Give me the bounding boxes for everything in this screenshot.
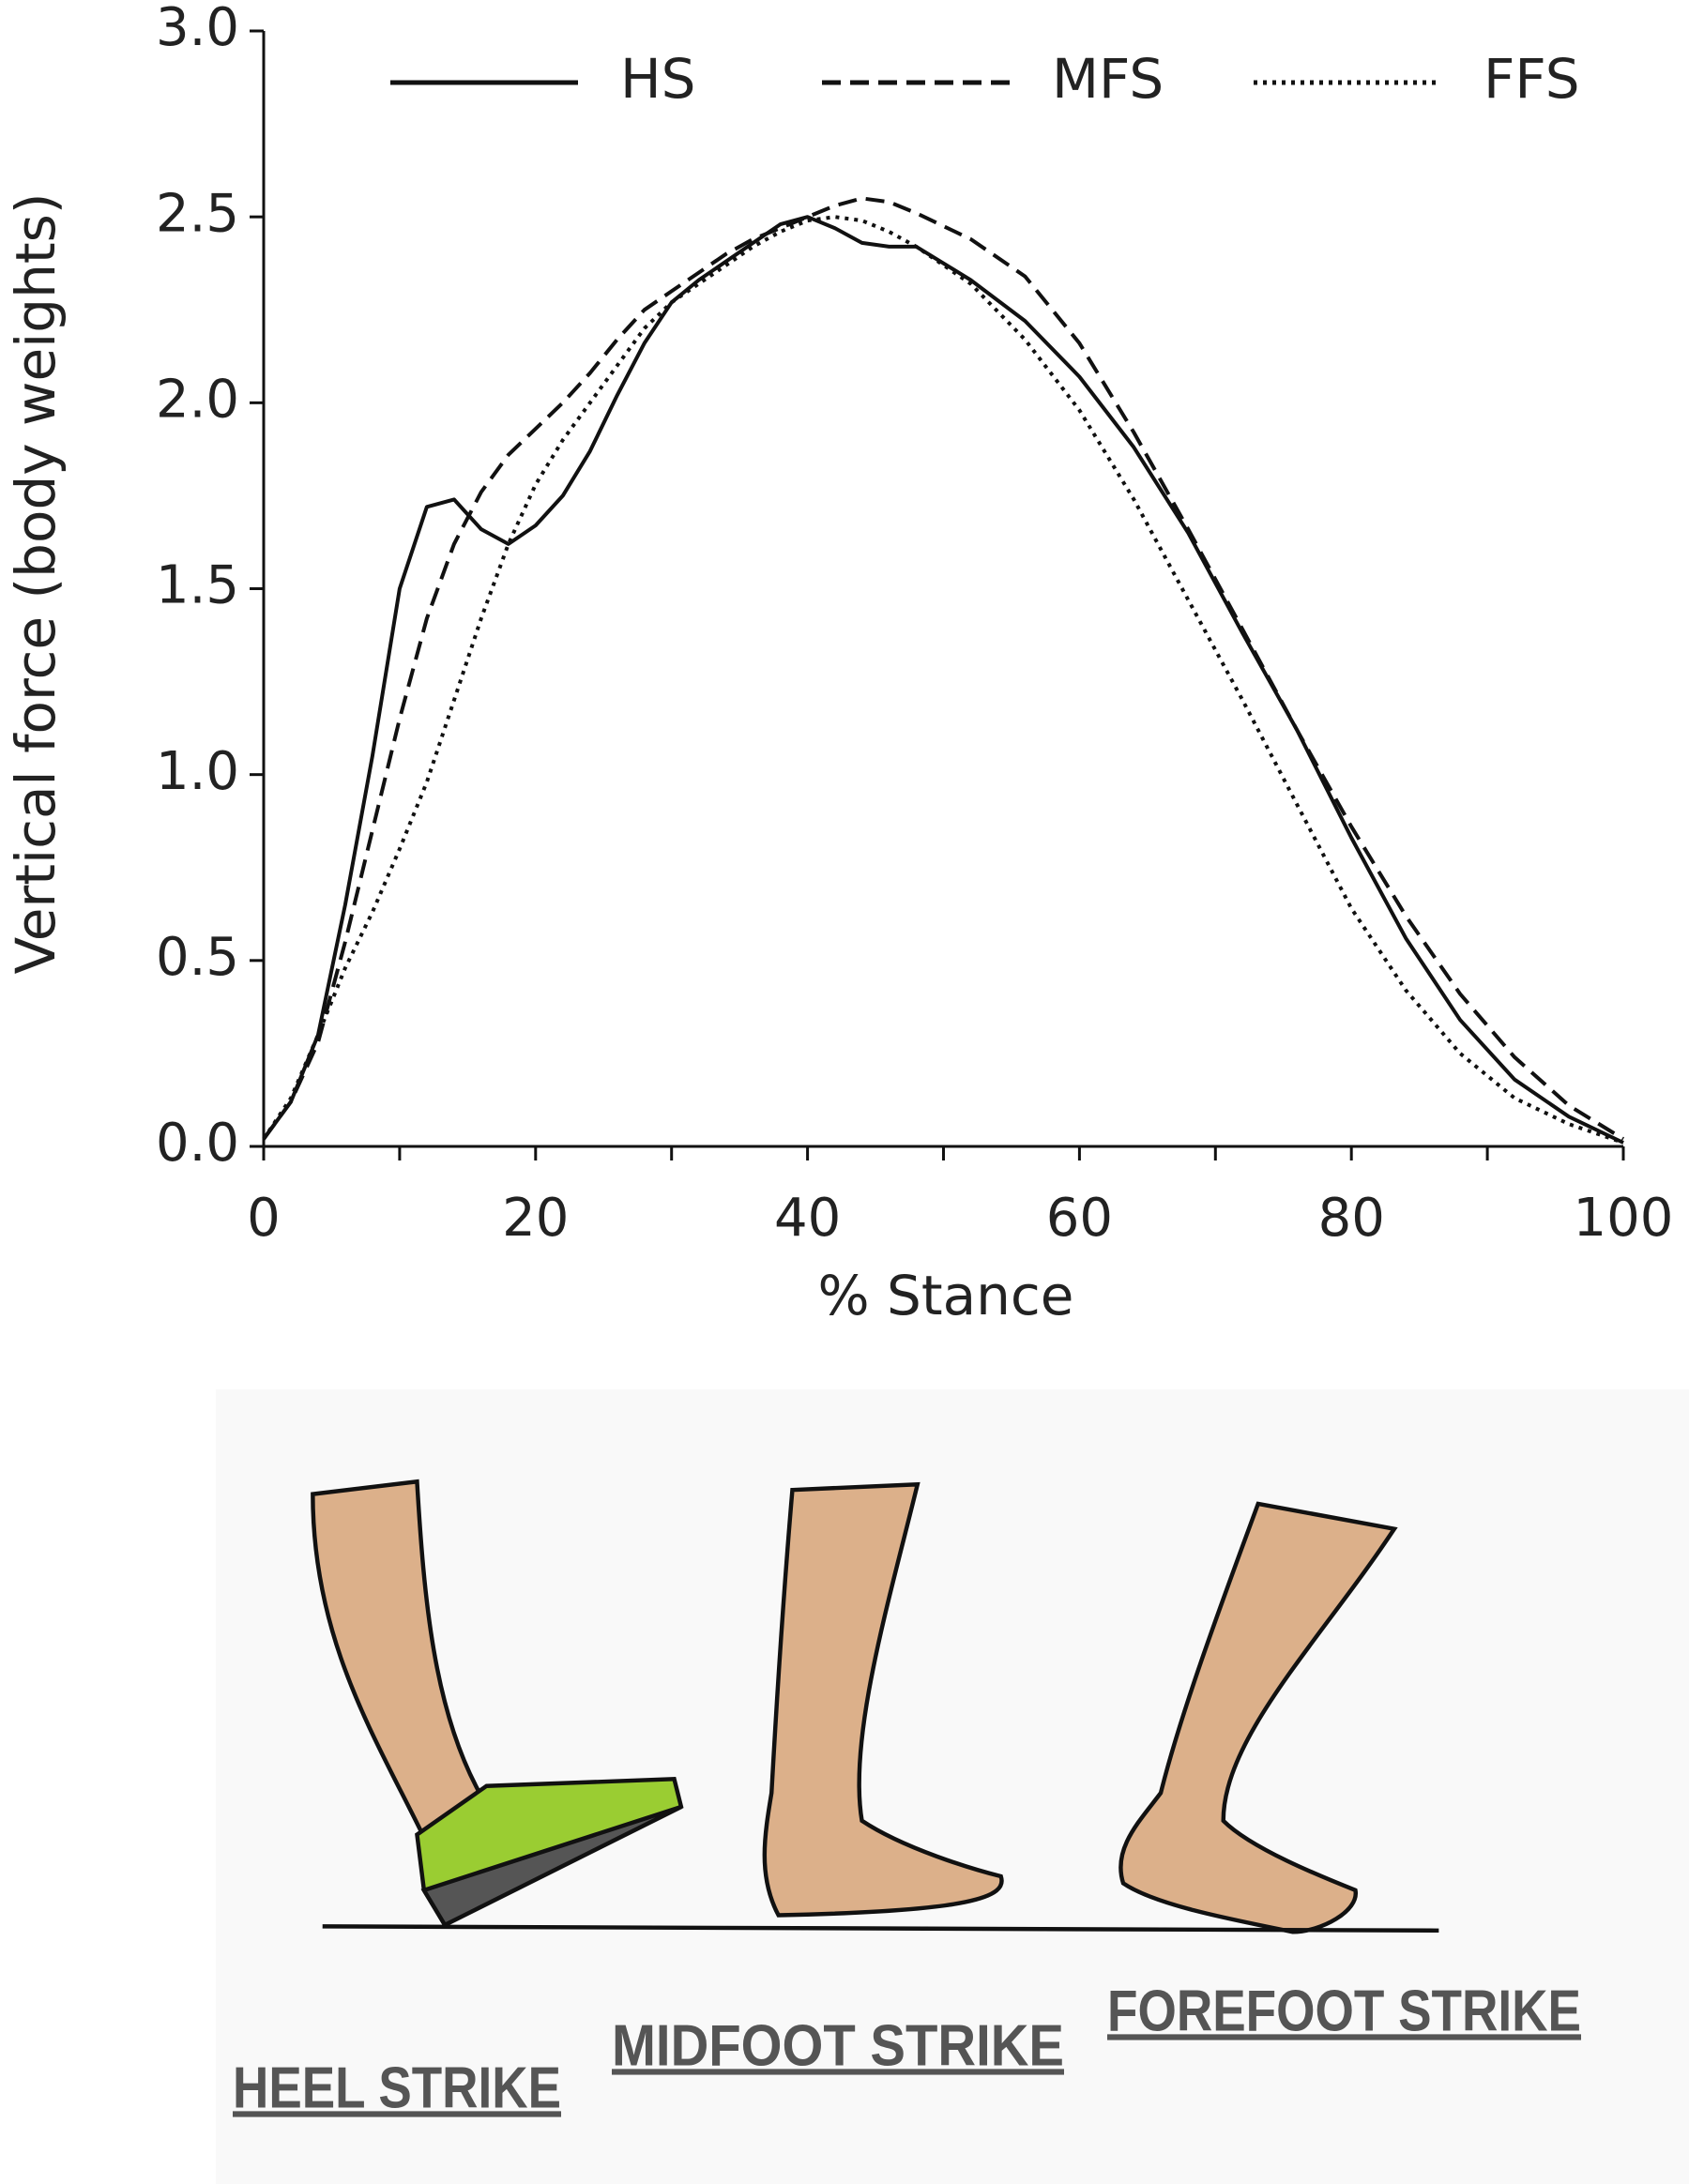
legend-label: FFS xyxy=(1484,47,1580,111)
x-tick-label: 0 xyxy=(247,1188,281,1249)
y-tick-label: 0.5 xyxy=(156,927,239,988)
y-tick-label: 3.0 xyxy=(156,0,239,58)
strike-label: MIDFOOT STRIKE xyxy=(612,2013,1064,2078)
shoe-sole xyxy=(420,1804,682,1928)
y-tick-label: 0.0 xyxy=(156,1113,239,1174)
series-line xyxy=(262,215,1624,1145)
illustration xyxy=(311,1479,1439,1934)
legend-label: MFS xyxy=(1052,47,1164,111)
y-axis-title: Vertical force (body weights) xyxy=(4,193,68,975)
leg xyxy=(762,1481,1004,1918)
x-tick-label: 20 xyxy=(502,1188,569,1249)
y-tick-label: 2.0 xyxy=(156,369,239,430)
x-tick-label: 100 xyxy=(1574,1188,1674,1249)
x-tick-label: 40 xyxy=(774,1188,841,1249)
x-tick-label: 60 xyxy=(1046,1188,1113,1249)
series-line xyxy=(262,196,1625,1141)
strike-label: HEEL STRIKE xyxy=(233,2055,561,2120)
legend-label: HS xyxy=(620,47,695,111)
y-tick-label: 1.5 xyxy=(156,555,239,616)
ground-line xyxy=(322,1924,1439,1934)
strike-label: FOREFOOT STRIKE xyxy=(1107,1979,1581,2043)
y-tick-label: 1.0 xyxy=(156,741,239,802)
y-tick-label: 2.5 xyxy=(156,183,239,244)
x-tick-label: 80 xyxy=(1318,1188,1385,1249)
x-axis-title: % Stance xyxy=(818,1264,1074,1327)
